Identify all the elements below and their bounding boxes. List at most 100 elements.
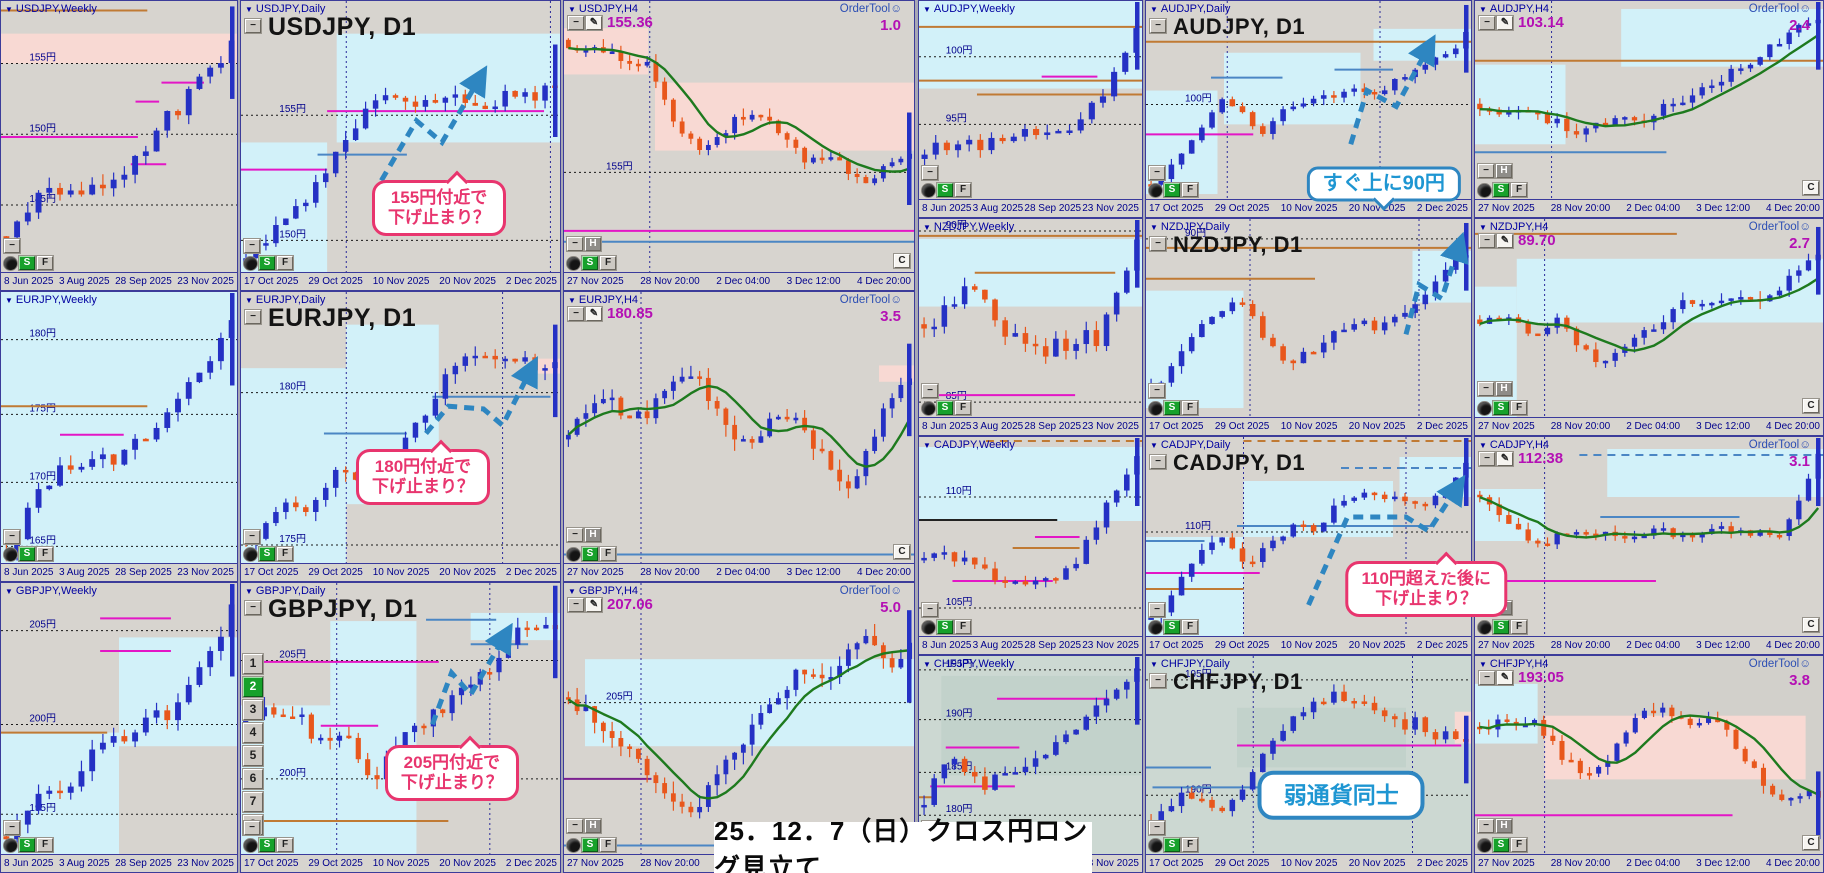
chart-canvas-chfjpy-weekly[interactable]: 195円 190円 185円 180円	[919, 656, 1142, 855]
chart-title-dropdown[interactable]: ▼ EURJPY,Daily	[245, 294, 325, 306]
minimize-button[interactable]: −	[922, 166, 938, 180]
chart-canvas-chfjpy-daily[interactable]: 195円 190円	[1146, 656, 1471, 855]
f-button[interactable]: F	[600, 256, 616, 270]
s-button[interactable]: S	[19, 256, 35, 270]
f-button[interactable]: F	[600, 838, 616, 852]
minimize-button[interactable]: −	[1149, 603, 1165, 617]
tool-icon[interactable]: ✎	[586, 306, 602, 321]
minimize-button[interactable]: −	[568, 306, 584, 321]
minimize-button[interactable]: −	[1478, 382, 1494, 396]
minimize-button[interactable]: −	[1479, 233, 1495, 248]
draw-tool-icon[interactable]	[567, 839, 580, 852]
minimize-button[interactable]: −	[568, 15, 584, 30]
s-button[interactable]: S	[1493, 183, 1509, 197]
minimize-button[interactable]: −	[567, 819, 583, 833]
s-button[interactable]: S	[259, 547, 275, 561]
c-button[interactable]: C	[894, 254, 910, 268]
s-button[interactable]: S	[1164, 183, 1180, 197]
chart-title-dropdown[interactable]: ▼ GBPJPY,Weekly	[5, 585, 97, 597]
draw-tool-icon[interactable]	[4, 839, 17, 852]
s-button[interactable]: S	[19, 547, 35, 561]
chart-canvas-chfjpy-h4[interactable]	[1475, 656, 1823, 855]
chart-canvas-eurjpy-h4[interactable]	[564, 292, 914, 564]
f-button[interactable]: F	[37, 256, 53, 270]
s-button[interactable]: S	[582, 256, 598, 270]
h-button[interactable]: H	[585, 237, 601, 251]
minimize-button[interactable]: −	[1149, 384, 1165, 398]
f-button[interactable]: F	[277, 547, 293, 561]
f-button[interactable]: F	[1511, 838, 1527, 852]
minimize-button[interactable]: −	[567, 528, 583, 542]
draw-tool-icon[interactable]	[922, 184, 935, 197]
minimize-button[interactable]: −	[1149, 166, 1165, 180]
chart-title-dropdown[interactable]: ▼ GBPJPY,H4	[568, 585, 638, 597]
tool-icon[interactable]: ✎	[586, 15, 602, 30]
minimize-button[interactable]: −	[1150, 674, 1166, 688]
f-button[interactable]: F	[1511, 183, 1527, 197]
f-button[interactable]: F	[1511, 620, 1527, 634]
draw-tool-icon[interactable]	[4, 257, 17, 270]
chart-canvas-nzdjpy-h4[interactable]	[1475, 219, 1823, 418]
minimize-button[interactable]: −	[4, 530, 20, 544]
draw-tool-icon[interactable]	[244, 548, 257, 561]
minimize-button[interactable]: −	[922, 384, 938, 398]
number-button-7[interactable]: 7	[243, 792, 263, 812]
f-button[interactable]: F	[1182, 838, 1198, 852]
chart-canvas-nzdjpy-weekly[interactable]: 90円 85円	[919, 219, 1142, 418]
h-button[interactable]: H	[1496, 382, 1512, 396]
number-button-5[interactable]: 5	[243, 746, 263, 766]
number-button-2[interactable]: 2	[243, 677, 263, 697]
number-button-4[interactable]: 4	[243, 723, 263, 743]
chart-title-dropdown[interactable]: ▼ AUDJPY,H4	[1479, 3, 1549, 15]
c-button[interactable]: C	[1803, 399, 1819, 413]
draw-tool-icon[interactable]	[1478, 621, 1491, 634]
s-button[interactable]: S	[937, 401, 953, 415]
minimize-button[interactable]: −	[1149, 821, 1165, 835]
f-button[interactable]: F	[37, 547, 53, 561]
s-button[interactable]: S	[582, 838, 598, 852]
s-button[interactable]: S	[1493, 401, 1509, 415]
f-button[interactable]: F	[277, 256, 293, 270]
s-button[interactable]: S	[1164, 620, 1180, 634]
tool-icon[interactable]: ✎	[1497, 15, 1513, 30]
draw-tool-icon[interactable]	[1149, 184, 1162, 197]
chart-canvas-usdjpy-h4[interactable]: 155円	[564, 1, 914, 273]
s-button[interactable]: S	[1493, 620, 1509, 634]
chart-title-dropdown[interactable]: ▼ CADJPY,Daily	[1150, 439, 1230, 451]
chart-canvas-eurjpy-daily[interactable]: 180円 175円	[241, 292, 560, 564]
draw-tool-icon[interactable]	[922, 621, 935, 634]
draw-tool-icon[interactable]	[922, 402, 935, 415]
h-button[interactable]: H	[1496, 164, 1512, 178]
minimize-button[interactable]: −	[1478, 601, 1494, 615]
minimize-button[interactable]: −	[4, 821, 20, 835]
chart-title-dropdown[interactable]: ▼ EURJPY,H4	[568, 294, 638, 306]
chart-title-dropdown[interactable]: ▼ AUDJPY,Weekly	[923, 3, 1015, 15]
chart-canvas-usdjpy-weekly[interactable]: 155円 150円 145円	[1, 1, 237, 273]
s-button[interactable]: S	[259, 838, 275, 852]
minimize-button[interactable]: −	[4, 239, 20, 253]
chart-title-dropdown[interactable]: ▼ CADJPY,Weekly	[923, 439, 1015, 451]
chart-canvas-gbpjpy-weekly[interactable]: 205円 200円 195円	[1, 583, 237, 855]
tool-icon[interactable]: ✎	[1497, 233, 1513, 248]
f-button[interactable]: F	[1182, 620, 1198, 634]
chart-canvas-audjpy-h4[interactable]	[1475, 1, 1823, 200]
f-button[interactable]: F	[1182, 401, 1198, 415]
chart-canvas-cadjpy-daily[interactable]: 110円	[1146, 437, 1471, 637]
chart-title-dropdown[interactable]: ▼ NZDJPY,Daily	[1150, 221, 1230, 233]
minimize-button[interactable]: −	[1150, 237, 1166, 251]
s-button[interactable]: S	[1164, 838, 1180, 852]
minimize-button[interactable]: −	[245, 310, 261, 324]
chart-title-dropdown[interactable]: ▼ CHFJPY,Weekly	[923, 658, 1014, 670]
number-button-1[interactable]: 1	[243, 654, 263, 674]
chart-title-dropdown[interactable]: ▼ USDJPY,Weekly	[5, 3, 97, 15]
h-button[interactable]: H	[1496, 601, 1512, 615]
s-button[interactable]: S	[1493, 838, 1509, 852]
number-button-6[interactable]: 6	[243, 769, 263, 789]
number-button-3[interactable]: 3	[243, 700, 263, 720]
draw-tool-icon[interactable]	[4, 548, 17, 561]
chart-canvas-cadjpy-weekly[interactable]: 110円 105円	[919, 437, 1142, 637]
c-button[interactable]: C	[1803, 618, 1819, 632]
f-button[interactable]: F	[955, 401, 971, 415]
f-button[interactable]: F	[1511, 401, 1527, 415]
chart-canvas-audjpy-weekly[interactable]: 100円 95円	[919, 1, 1142, 200]
